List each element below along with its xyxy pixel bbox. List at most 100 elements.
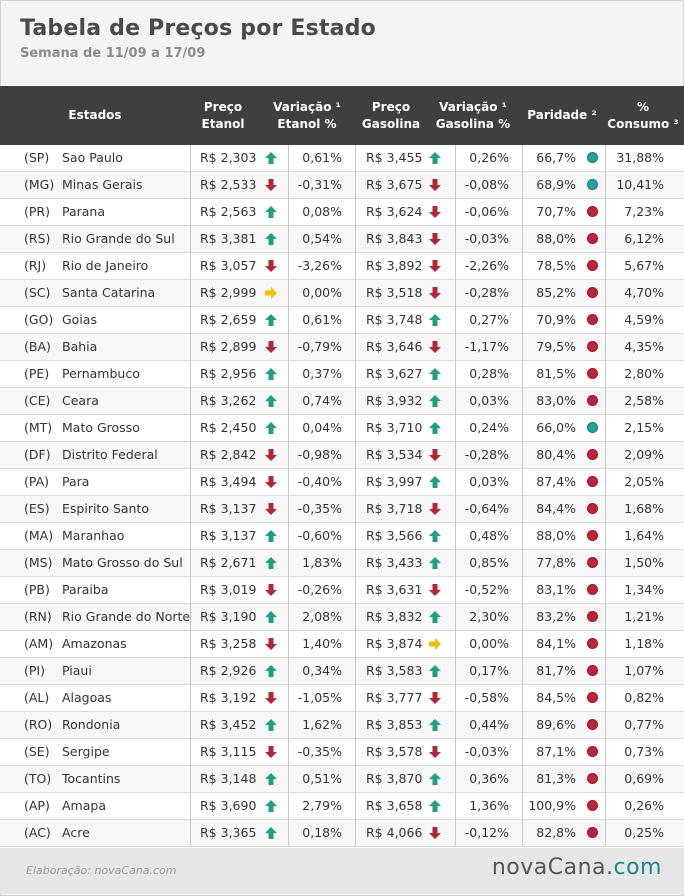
state-code: (AC) [24, 825, 51, 840]
gasoline-price: R$ 3,892 [366, 258, 423, 273]
gasoline-variation: 0,48% [469, 528, 509, 543]
table-row: (RJ) Rio de Janeiro R$ 3,057 -3,26% R$ 3,892… [0, 253, 684, 280]
gasoline-variation: -0,03% [464, 744, 509, 759]
gasoline-price: R$ 3,646 [366, 339, 423, 354]
table-row: (DF) Distrito Federal R$ 2,842 -0,98% R$ 3,5… [0, 442, 684, 469]
state-code: (MT) [24, 420, 53, 435]
ethanol-price: R$ 2,926 [200, 663, 257, 678]
ethanol-variation: 0,18% [302, 825, 342, 840]
ethanol-variation: 0,00% [302, 285, 342, 300]
table-row: (BA) Bahia R$ 2,899 -0,79% R$ 3,646 -1,17% 79,… [0, 334, 684, 361]
parity-value: 84,1% [536, 636, 576, 651]
ethanol-variation: -0,98% [297, 447, 342, 462]
ethanol-price: R$ 2,303 [200, 150, 257, 165]
state-code: (DF) [24, 447, 51, 462]
column-header-variacao-etanol: Variação ¹ Etanol % [273, 99, 341, 131]
gasoline-variation: -0,12% [464, 825, 509, 840]
gasoline-trend-down-icon [428, 340, 442, 354]
table-row: (CE) Ceara R$ 3,262 0,74% R$ 3,932 0,03% 83,0%… [0, 388, 684, 415]
ethanol-variation: 0,34% [302, 663, 342, 678]
state-code: (GO) [24, 312, 54, 327]
parity-teal-dot-icon [587, 152, 598, 163]
consumption-share: 4,35% [624, 339, 664, 354]
gasoline-variation: 1,36% [469, 798, 509, 813]
gasoline-price: R$ 3,627 [366, 366, 423, 381]
parity-value: 83,1% [536, 582, 576, 597]
gasoline-variation: -0,28% [464, 285, 509, 300]
gasoline-price: R$ 3,433 [366, 555, 423, 570]
gasoline-variation: -1,17% [464, 339, 509, 354]
gasoline-trend-up-icon [428, 313, 442, 327]
consumption-share: 4,59% [624, 312, 664, 327]
state-name: Alagoas [62, 690, 112, 705]
footer-credit: Elaboração: novaCana.com [26, 864, 177, 877]
ethanol-price: R$ 2,450 [200, 420, 257, 435]
ethanol-variation: -0,40% [297, 474, 342, 489]
gasoline-trend-down-icon [428, 205, 442, 219]
parity-value: 88,0% [536, 528, 576, 543]
table-row: (RS) Rio Grande do Sul R$ 3,381 0,54% R$ 3,8… [0, 226, 684, 253]
ethanol-trend-up-icon [264, 718, 278, 732]
state-name: Amazonas [62, 636, 127, 651]
ethanol-trend-up-icon [264, 421, 278, 435]
gasoline-price: R$ 3,675 [366, 177, 423, 192]
gasoline-trend-flat-icon [428, 637, 442, 651]
parity-value: 100,9% [528, 798, 576, 813]
parity-value: 82,8% [536, 825, 576, 840]
parity-red-dot-icon [587, 395, 598, 406]
gasoline-trend-down-icon [428, 178, 442, 192]
parity-red-dot-icon [587, 773, 598, 784]
consumption-share: 1,50% [624, 555, 664, 570]
gasoline-variation: 2,30% [469, 609, 509, 624]
gasoline-trend-up-icon [428, 718, 442, 732]
ethanol-trend-down-icon [264, 637, 278, 651]
parity-value: 81,5% [536, 366, 576, 381]
gasoline-variation: -0,58% [464, 690, 509, 705]
gasoline-price: R$ 3,566 [366, 528, 423, 543]
table-row: (SP) Sao Paulo R$ 2,303 0,61% R$ 3,455 0,26% 6… [0, 145, 684, 172]
state-name: Amapa [62, 798, 106, 813]
parity-value: 68,9% [536, 177, 576, 192]
consumption-share: 0,69% [624, 771, 664, 786]
ethanol-price: R$ 2,671 [200, 555, 257, 570]
gasoline-trend-down-icon [428, 232, 442, 246]
column-divider [288, 145, 289, 847]
ethanol-trend-up-icon [264, 151, 278, 165]
state-name: Goias [62, 312, 97, 327]
gasoline-variation: -2,26% [464, 258, 509, 273]
gasoline-trend-up-icon [428, 772, 442, 786]
ethanol-price: R$ 3,452 [200, 717, 257, 732]
state-name: Ceara [62, 393, 99, 408]
table-row: (MT) Mato Grosso R$ 2,450 0,04% R$ 3,710 0,24… [0, 415, 684, 442]
ethanol-trend-down-icon [264, 259, 278, 273]
consumption-share: 0,26% [624, 798, 664, 813]
ethanol-trend-down-icon [264, 340, 278, 354]
gasoline-variation: 0,03% [469, 474, 509, 489]
column-header-estados: Estados [68, 108, 122, 122]
consumption-share: 1,34% [624, 582, 664, 597]
state-name: Pernambuco [62, 366, 140, 381]
state-name: Rio Grande do Norte [62, 609, 191, 624]
gasoline-variation: 0,03% [469, 393, 509, 408]
parity-value: 79,5% [536, 339, 576, 354]
gasoline-price: R$ 3,832 [366, 609, 423, 624]
state-name: Santa Catarina [62, 285, 156, 300]
column-header-preco-etanol: Preço Etanol [201, 99, 245, 131]
page-subtitle: Semana de 11/09 a 17/09 [20, 46, 206, 61]
gasoline-price: R$ 3,853 [366, 717, 423, 732]
parity-value: 66,7% [536, 150, 576, 165]
consumption-share: 1,68% [624, 501, 664, 516]
gasoline-trend-up-icon [428, 799, 442, 813]
gasoline-price: R$ 4,066 [366, 825, 423, 840]
ethanol-variation: -3,26% [297, 258, 342, 273]
ethanol-variation: -0,35% [297, 744, 342, 759]
parity-red-dot-icon [587, 287, 598, 298]
consumption-share: 2,58% [624, 393, 664, 408]
ethanol-trend-down-icon [264, 178, 278, 192]
ethanol-variation: 0,61% [302, 150, 342, 165]
column-header-variacao-gasolina: Variação ¹ Gasolina % [435, 99, 511, 131]
ethanol-trend-up-icon [264, 664, 278, 678]
ethanol-trend-down-icon [264, 448, 278, 462]
gasoline-price: R$ 3,748 [366, 312, 423, 327]
gasoline-trend-up-icon [428, 394, 442, 408]
